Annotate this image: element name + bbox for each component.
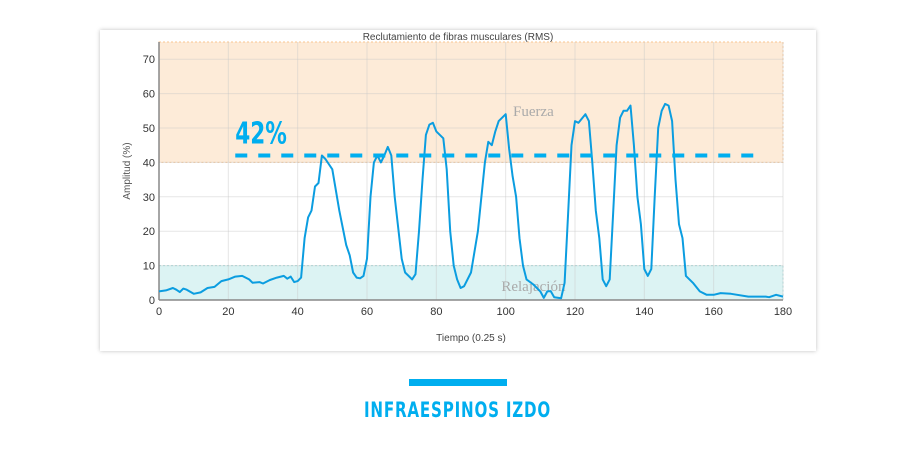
y-tick-label: 0: [149, 295, 155, 307]
y-tick-label: 70: [143, 54, 155, 66]
x-tick-label: 20: [222, 306, 234, 318]
x-tick-label: 40: [292, 306, 304, 318]
y-axis-label: Amplitud (%): [122, 142, 133, 199]
x-tick-label: 120: [566, 306, 584, 318]
x-tick-label: 140: [635, 306, 653, 318]
band-label-fuerza: Fuerza: [513, 104, 554, 120]
threshold-label: 42%: [235, 117, 287, 151]
y-tick-label: 40: [143, 157, 155, 169]
band-label-relajacion: Relajación: [501, 279, 566, 295]
y-tick-label: 10: [143, 261, 155, 273]
x-tick-label: 60: [361, 306, 373, 318]
x-tick-label: 160: [704, 306, 722, 318]
x-tick-label: 100: [496, 306, 514, 318]
caption-accent-bar: [409, 379, 507, 386]
muscle-caption: INFRAESPINOS IZDO: [363, 398, 552, 422]
y-tick-label: 50: [143, 123, 155, 135]
x-tick-label: 0: [156, 306, 162, 318]
y-tick-label: 30: [143, 192, 155, 204]
x-axis-label: Tiempo (0.25 s): [436, 333, 506, 344]
emg-line-chart: 0 20 40 60 80 100 120 140 160 180 0 10 20 30 40 50 60 70 F…: [122, 32, 792, 344]
band-fuerza: [158, 41, 784, 163]
x-tick-label: 80: [430, 306, 442, 318]
rms-line: [158, 102, 784, 300]
y-tick-label: 60: [143, 89, 155, 101]
x-tick-label: 180: [774, 306, 792, 318]
y-tick-label: 20: [143, 226, 155, 238]
chart-title: Reclutamiento de fibras musculares (RMS): [363, 32, 554, 43]
